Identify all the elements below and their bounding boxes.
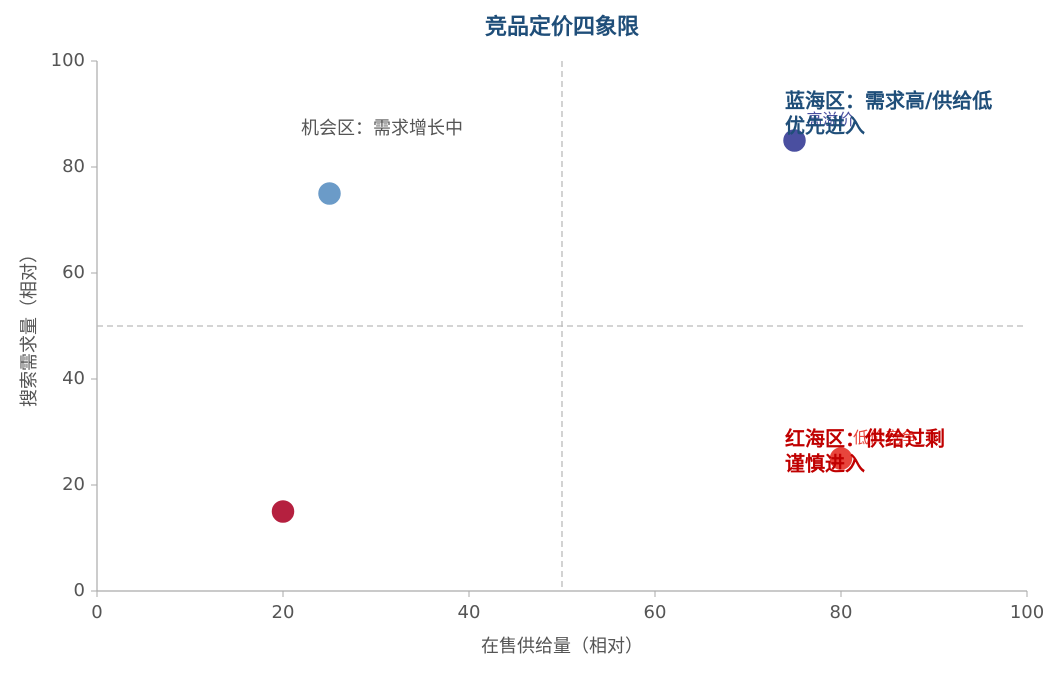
point-label: 高溢价 [807,110,855,129]
x-tick-label: 20 [272,602,295,623]
x-tick-label: 40 [458,602,481,623]
annotation: 优先进入 [785,114,865,138]
chart-title: 竞品定价四象限 [485,14,639,40]
x-tick-label: 80 [830,602,853,623]
y-tick-label: 80 [62,156,85,177]
x-tick-label: 0 [91,602,102,623]
y-tick-label: 60 [62,262,85,283]
point-label: 低价竞争 [853,428,917,447]
x-axis-label: 在售供给量（相对） [481,636,643,657]
annotation: 蓝海区：需求高/供给低 [785,89,992,113]
point [270,498,296,525]
y-tick-label: 100 [51,50,85,71]
y-tick-label: 40 [62,368,85,389]
y-tick-label: 20 [62,474,85,495]
y-axis-label: 搜索需求量（相对） [19,245,40,407]
x-tick-label: 60 [644,602,667,623]
point [316,180,343,207]
y-tick-label: 0 [74,580,85,601]
point [828,445,854,472]
annotation: 谨慎进入 [785,452,865,476]
point [781,127,808,154]
annotation: 机会区：需求增长中 [301,118,463,139]
x-tick-label: 100 [1010,602,1044,623]
annotation: 红海区：供给过剩 [785,427,945,451]
